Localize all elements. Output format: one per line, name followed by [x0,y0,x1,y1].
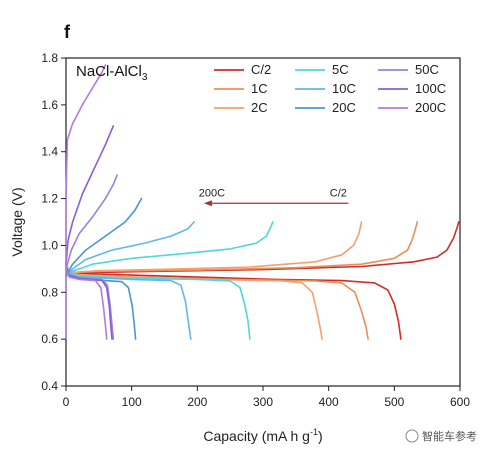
legend-label-c-over-2: C/2 [251,62,271,77]
x-tick-label: 600 [450,395,470,409]
y-tick-label: 1.8 [41,51,58,65]
series-50c-charge-curve [65,174,118,270]
legend-label-2c: 2C [251,100,268,115]
series-2c-discharge-curve [65,260,323,340]
series-10c-discharge-curve [65,263,192,340]
x-axis-ticks: 0 100 200 300 400 500 600 [63,386,470,409]
y-tick-label: 0.6 [41,332,58,346]
series-c-over-2-discharge-curve [65,260,402,340]
rate-arrow-head [203,200,212,207]
x-axis-title-superscript: -1 [310,427,318,437]
series-10c-charge-curve [65,221,195,277]
series-100c-charge-curve [65,125,115,266]
rate-arrow-right-label: C/2 [330,187,347,199]
x-axis-title-main: Capacity (mA h g [203,428,310,444]
series-20c-charge-curve [65,197,143,277]
y-tick-label: 1.2 [41,192,58,206]
material-label-subscript: 3 [142,72,148,83]
legend: C/2 1C 2C 5C 10C 20C 50C 100C 200C [214,62,446,115]
x-axis-title: Capacity (mA h g-1) [203,427,322,444]
rate-arrow-left-label: 200C [199,187,225,199]
legend-label-200c: 200C [415,100,446,115]
x-tick-label: 500 [384,395,404,409]
series-c-over-2-charge-curve [65,221,460,277]
y-tick-label: 1.4 [41,145,58,159]
y-tick-label: 0.8 [41,285,58,299]
y-axis-title: Voltage (V) [9,187,25,256]
legend-label-20c: 20C [332,100,356,115]
series-5c-discharge-curve [65,260,251,340]
x-axis-title-close: ) [318,428,323,444]
rate-arrow: 200C C/2 [199,187,349,207]
plot-area: 0 100 200 300 400 500 600 0.4 0.6 0.8 1.0 1.2 1.4 1.… [41,51,470,409]
x-tick-label: 300 [253,395,273,409]
legend-label-10c: 10C [332,81,356,96]
watermark-text: 智能车参考 [422,429,477,443]
x-tick-label: 0 [63,395,70,409]
y-tick-label: 0.4 [41,379,58,393]
panel-label: f [64,22,71,42]
series-2c-charge-curve [65,221,363,277]
watermark-icon [405,429,419,443]
series-5c-charge-curve [65,221,274,277]
y-axis-ticks: 0.4 0.6 0.8 1.0 1.2 1.4 1.6 1.8 [41,51,66,393]
legend-label-1c: 1C [251,81,268,96]
series-100c-discharge-curve [65,268,113,340]
x-tick-label: 100 [122,395,142,409]
series-group [65,64,460,340]
x-tick-label: 200 [187,395,207,409]
y-tick-label: 1.0 [41,238,58,252]
x-tick-label: 400 [319,395,339,409]
series-200c-charge-curve [65,64,107,340]
series-200c-discharge-curve [65,268,108,340]
legend-label-100c: 100C [415,81,446,96]
material-label: NaCl-AlCl3 [76,63,148,83]
legend-label-5c: 5C [332,62,349,77]
material-label-main: NaCl-AlCl [76,63,142,80]
legend-label-50c: 50C [415,62,439,77]
watermark: 智能车参考 [405,429,477,443]
y-tick-label: 1.6 [41,98,58,112]
